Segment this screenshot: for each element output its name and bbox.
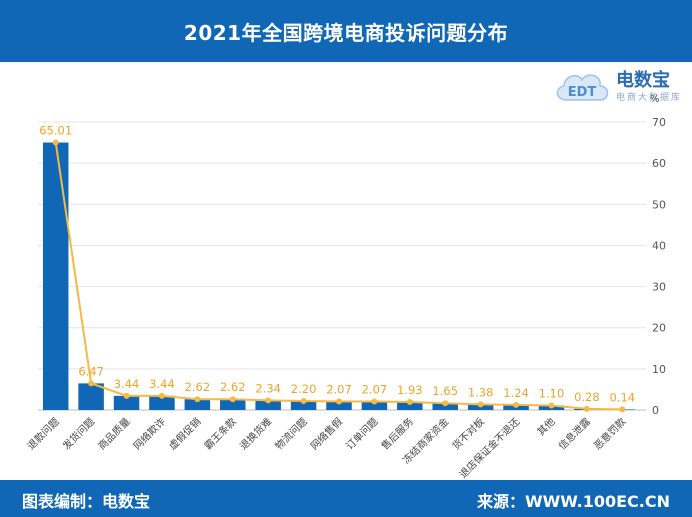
y-tick-label: 0 bbox=[652, 404, 659, 417]
x-tick-label: 货不对板 bbox=[449, 415, 486, 452]
data-label: 2.20 bbox=[291, 382, 317, 396]
bar bbox=[113, 395, 140, 410]
trend-point bbox=[513, 401, 520, 408]
bar bbox=[361, 401, 388, 410]
bar bbox=[78, 383, 104, 410]
chart-title-bar: 2021年全国跨境电商投诉问题分布 bbox=[0, 0, 692, 62]
trend-polyline bbox=[54, 142, 623, 411]
trend-line bbox=[52, 139, 626, 413]
x-tick-label: 退款问题 bbox=[24, 415, 61, 452]
cloud-icon: EDT bbox=[556, 74, 609, 101]
data-label: 1.38 bbox=[468, 385, 494, 399]
trend-point bbox=[52, 139, 59, 146]
data-label: 2.62 bbox=[220, 380, 246, 394]
data-label: 2.07 bbox=[362, 382, 388, 396]
chart-title: 2021年全国跨境电商投诉问题分布 bbox=[183, 20, 509, 45]
logo-brand: 电数宝 bbox=[616, 70, 670, 91]
x-axis-ticks: 退款问题 发货问题 商品质量 网络欺诈 虚假促销 霸王条款 退换货难 物流问题 网络售假 订单问题… bbox=[24, 415, 628, 480]
bar bbox=[184, 399, 211, 410]
value-labels: 65.01 6.47 3.44 3.44 2.62 2.62 2.34 2.20 2.07 2.0… bbox=[39, 124, 635, 405]
data-label: 1.93 bbox=[397, 383, 423, 397]
data-label: 0.14 bbox=[609, 390, 635, 404]
trend-point bbox=[300, 397, 307, 404]
trend-point bbox=[477, 401, 484, 408]
data-label: 0.28 bbox=[574, 390, 600, 404]
data-label: 1.10 bbox=[539, 386, 565, 400]
x-tick-label: 网络欺诈 bbox=[131, 415, 168, 452]
bar bbox=[255, 400, 281, 410]
x-tick-label: 退换货难 bbox=[237, 415, 274, 452]
x-tick-label: 商品质量 bbox=[95, 415, 132, 452]
x-tick-label: 物流问题 bbox=[272, 415, 309, 452]
data-label: 3.44 bbox=[114, 377, 140, 391]
footer-source: 来源：WWW.100EC.CN bbox=[476, 492, 670, 511]
trend-point bbox=[371, 398, 378, 405]
trend-point bbox=[336, 398, 342, 405]
bar bbox=[149, 395, 175, 410]
data-label: 3.44 bbox=[149, 377, 175, 391]
data-label: 65.01 bbox=[39, 124, 72, 138]
y-axis-unit: % bbox=[650, 94, 660, 105]
y-axis-ticks: 0 10 20 30 40 50 60 70 bbox=[652, 116, 666, 417]
x-tick-label: 恶意罚款 bbox=[591, 415, 628, 452]
x-tick-label: 发货问题 bbox=[60, 415, 97, 452]
x-tick-label: 虚假促销 bbox=[166, 415, 203, 452]
trend-point bbox=[194, 396, 201, 403]
bar bbox=[397, 402, 423, 410]
trend-point bbox=[88, 380, 95, 387]
x-tick-label: 订单问题 bbox=[343, 415, 380, 452]
x-tick-label: 信息泄露 bbox=[556, 415, 593, 452]
bar bbox=[290, 400, 317, 410]
y-tick-label: 60 bbox=[652, 157, 666, 170]
data-label: 1.24 bbox=[503, 386, 529, 400]
pareto-chart: 65.01 6.47 3.44 3.44 2.62 2.62 2.34 2.20 2.07 2.0… bbox=[24, 94, 666, 480]
y-tick-label: 10 bbox=[652, 363, 666, 376]
bar bbox=[220, 399, 246, 410]
x-tick-label: 网络售假 bbox=[308, 415, 345, 452]
trend-point bbox=[158, 392, 165, 399]
bar bbox=[432, 403, 458, 410]
x-tick-label: 霸王条款 bbox=[201, 415, 238, 452]
x-tick-label: 退店保证金不退还 bbox=[456, 415, 522, 480]
trend-point bbox=[548, 402, 555, 409]
bar bbox=[326, 401, 352, 410]
bar bbox=[42, 142, 69, 411]
x-tick-label: 售后服务 bbox=[378, 415, 415, 452]
trend-point bbox=[229, 396, 236, 403]
y-tick-label: 50 bbox=[652, 198, 666, 211]
bars bbox=[42, 142, 636, 411]
logo-subtitle: 电商大数据库 bbox=[616, 93, 683, 103]
trend-point bbox=[265, 397, 272, 404]
y-tick-label: 20 bbox=[652, 322, 666, 335]
x-tick-label: 其他 bbox=[534, 415, 557, 438]
y-tick-label: 70 bbox=[652, 116, 666, 129]
trend-point bbox=[406, 399, 413, 406]
y-tick-label: 30 bbox=[652, 281, 666, 294]
data-label: 2.62 bbox=[185, 380, 211, 394]
data-label: 2.34 bbox=[255, 381, 281, 395]
logo-mark: EDT bbox=[568, 85, 597, 100]
footer-bar: 图表编制：电数宝 来源：WWW.100EC.CN bbox=[0, 480, 692, 517]
trend-point bbox=[123, 392, 130, 399]
data-label: 2.07 bbox=[326, 382, 352, 396]
y-tick-label: 40 bbox=[652, 239, 666, 252]
data-label: 1.65 bbox=[432, 384, 458, 398]
brand-logo: EDT 电数宝 电商大数据库 bbox=[552, 64, 687, 108]
grid-lines bbox=[38, 121, 646, 411]
trend-point bbox=[619, 406, 626, 413]
trend-point bbox=[583, 405, 590, 412]
data-label: 6.47 bbox=[78, 364, 104, 378]
trend-point bbox=[442, 400, 449, 407]
footer-credit: 图表编制：电数宝 bbox=[22, 492, 151, 511]
